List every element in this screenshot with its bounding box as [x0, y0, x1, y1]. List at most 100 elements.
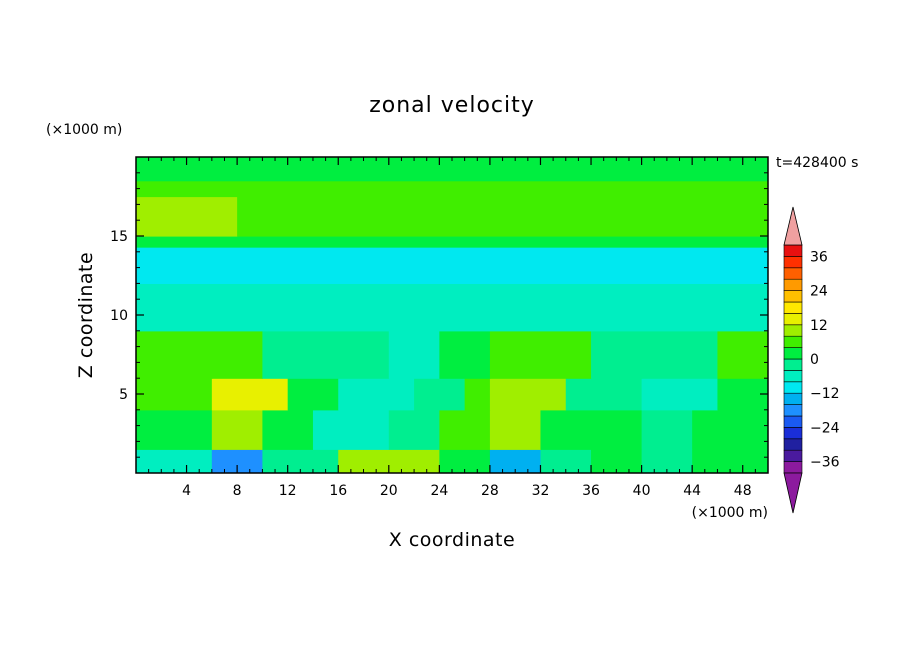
field-cell — [136, 283, 768, 332]
x-tick-label: 20 — [380, 483, 398, 499]
field-cell — [692, 449, 768, 473]
y-axis: 5 10 15 — [110, 172, 768, 458]
field-cell — [388, 196, 643, 237]
plot-area — [136, 157, 768, 473]
field-cell — [591, 330, 643, 379]
field-cell — [414, 378, 466, 411]
x-axis: 4 8 12 16 20 24 28 32 36 40 44 48 — [148, 157, 756, 499]
field-cell — [591, 449, 643, 473]
field-cell — [388, 330, 440, 379]
field-cell — [338, 449, 390, 473]
y-axis-unit: (×1000 m) — [46, 122, 122, 138]
y-tick-label: 10 — [110, 308, 128, 324]
colorbar-box — [783, 244, 803, 257]
field-cell — [489, 449, 542, 473]
field-cell — [211, 449, 263, 473]
field-cell — [540, 409, 643, 450]
colorbar-box — [783, 256, 803, 269]
x-tick-label: 24 — [430, 483, 448, 499]
field-cell — [211, 409, 263, 450]
colorbar-box — [783, 415, 803, 428]
y-tick-label: 15 — [110, 229, 128, 245]
field-cell — [262, 330, 390, 379]
field-cell — [262, 449, 339, 473]
x-tick-label: 32 — [532, 483, 550, 499]
x-tick-label: 48 — [734, 483, 752, 499]
x-tick-label: 44 — [683, 483, 701, 499]
field-cell — [641, 449, 693, 473]
colorbar-tick-label: 12 — [810, 318, 828, 334]
colorbar-box — [783, 449, 803, 462]
field-cell — [717, 378, 768, 411]
colorbar-box — [783, 290, 803, 303]
colorbar-tick-label: 36 — [810, 249, 828, 265]
field-cell — [489, 409, 542, 450]
field-cell — [540, 449, 592, 473]
field-cell — [717, 330, 768, 379]
field-cell — [489, 378, 567, 411]
field-cell — [641, 378, 719, 411]
field-cell — [338, 378, 415, 411]
chart-title: zonal velocity — [369, 93, 535, 118]
x-axis-unit: (×1000 m) — [692, 505, 768, 521]
field-cell — [237, 196, 390, 237]
colorbar-box — [783, 392, 803, 405]
field-cell — [136, 157, 768, 182]
colorbar-box — [783, 278, 803, 291]
colorbar-box — [783, 347, 803, 360]
colorbar-box — [783, 335, 803, 348]
x-tick-label: 12 — [279, 483, 297, 499]
field-cell — [136, 330, 213, 379]
field-cell — [692, 409, 768, 450]
colorbar-box — [783, 313, 803, 326]
colorbar-box — [783, 404, 803, 417]
colorbar-tick-label: 0 — [810, 352, 819, 368]
field-cell — [136, 180, 768, 198]
x-tick-label: 8 — [233, 483, 242, 499]
colorbar-box — [783, 324, 803, 337]
field-cell — [464, 378, 491, 411]
colorbar-under-triangle — [783, 472, 803, 514]
field-cell — [439, 330, 491, 379]
colorbar-tick-label: −12 — [810, 386, 840, 402]
field-cell — [388, 409, 440, 450]
colorbar-tick-label: −36 — [810, 455, 840, 471]
colorbar-tick-label: 24 — [810, 284, 828, 300]
field-cell — [565, 378, 643, 411]
colorbar-box — [783, 267, 803, 280]
x-tick-label: 16 — [329, 483, 347, 499]
field-cell — [211, 378, 289, 411]
field-cell — [136, 236, 768, 248]
field-cell — [439, 409, 491, 450]
colorbar-box — [783, 381, 803, 394]
field-cell — [439, 449, 491, 473]
colorbar-over-triangle — [783, 206, 803, 246]
field-cell — [136, 196, 238, 237]
field-cell — [489, 330, 592, 379]
field-cell — [287, 378, 339, 411]
colorbar-box — [783, 461, 803, 474]
field-cell — [136, 247, 768, 284]
field-cell — [136, 449, 213, 473]
x-tick-label: 4 — [182, 483, 191, 499]
field-cell — [641, 196, 768, 237]
field-cell — [211, 330, 263, 379]
field-cell — [312, 409, 390, 450]
x-axis-label: X coordinate — [389, 529, 515, 551]
field-cell — [262, 409, 314, 450]
x-tick-label: 36 — [582, 483, 600, 499]
colorbar-box — [783, 301, 803, 314]
field-cell — [641, 409, 693, 450]
x-tick-label: 28 — [481, 483, 499, 499]
y-tick-label: 5 — [119, 387, 128, 403]
field-cell — [641, 330, 719, 379]
colorbar-box — [783, 438, 803, 451]
colorbar-box — [783, 358, 803, 371]
field-cell — [136, 378, 213, 411]
field-cell — [136, 409, 213, 450]
x-tick-label: 40 — [633, 483, 651, 499]
colorbar-box — [783, 370, 803, 383]
time-label: t=428400 s — [776, 155, 858, 171]
